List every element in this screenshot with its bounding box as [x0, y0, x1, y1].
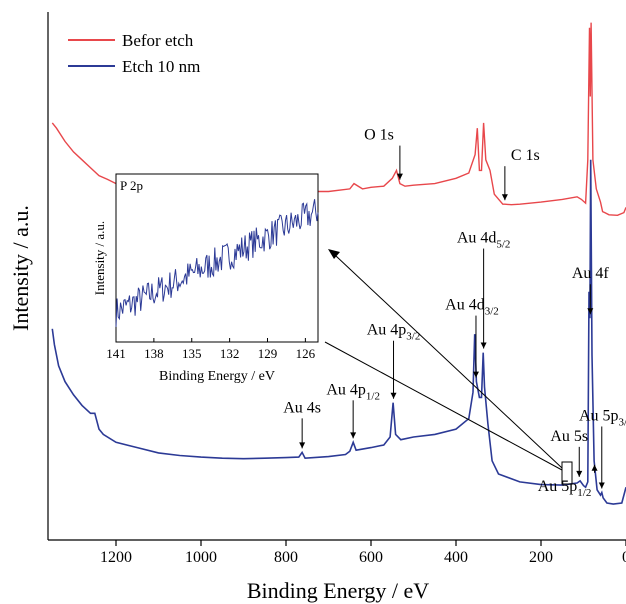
peak-label: Au 5p3/2 [579, 407, 626, 428]
zoom-region-box [561, 461, 573, 485]
peak-arrowhead [576, 470, 583, 477]
inset-tick-label: 126 [296, 346, 316, 361]
x-tick-label: 1000 [185, 549, 217, 566]
legend-label-0: Befor etch [122, 31, 194, 50]
inset-y-title: Intensity / a.u. [92, 221, 107, 295]
x-tick-label: 600 [359, 549, 383, 566]
inset-tick-label: 141 [106, 346, 126, 361]
inset-connector [324, 249, 573, 485]
peak-label: C 1s [511, 147, 540, 164]
peak-arrowhead [587, 308, 594, 315]
y-axis-title: Intensity / a.u. [8, 205, 33, 331]
peak-label: Au 5s [550, 428, 588, 445]
legend: Befor etch Etch 10 nm [68, 31, 200, 76]
peak-arrowhead [591, 464, 598, 471]
inset-tick-label: 129 [258, 346, 278, 361]
peak-label: O 1s [364, 127, 394, 144]
peak-label: Au 4f [572, 265, 610, 282]
connector-back-line [324, 341, 563, 471]
peak-arrowhead [598, 482, 605, 489]
peak-arrowhead [299, 442, 306, 449]
x-tick-label: 400 [444, 549, 468, 566]
peak-label: Au 4p3/2 [367, 322, 421, 343]
peak-label: Au 4s [283, 399, 321, 416]
legend-label-1: Etch 10 nm [122, 57, 200, 76]
x-tick-label: 800 [274, 549, 298, 566]
inset-tick-label: 132 [220, 346, 240, 361]
peak-label: Au 5p1/2 [538, 478, 592, 499]
peak-arrowhead [480, 342, 487, 349]
inset-series-line [115, 199, 319, 327]
inset-x-title: Binding Energy / eV [159, 369, 275, 384]
inset-tick-label: 135 [182, 346, 202, 361]
inset-x-ticks: 141 138 135 132 129 126 [106, 338, 316, 361]
inset-tick-label: 138 [144, 346, 164, 361]
peak-label: Au 4d3/2 [445, 297, 499, 318]
peak-arrowhead [396, 173, 403, 180]
peak-arrowhead [390, 392, 397, 399]
peak-arrowhead [501, 194, 508, 201]
x-axis-title: Binding Energy / eV [247, 578, 429, 603]
peak-arrowhead [472, 371, 479, 378]
peak-label: Au 4p1/2 [326, 381, 380, 402]
inset-chart: P 2p 141 138 135 132 129 126 Binding Energy /… [92, 173, 319, 384]
x-tick-label: 1200 [100, 549, 132, 566]
connector-arrowhead [328, 249, 340, 259]
peak-label: Au 4d5/2 [457, 230, 511, 251]
main-axes [47, 12, 626, 541]
x-ticks: 1200 1000 800 600 400 200 0 [100, 540, 626, 566]
x-tick-label: 0 [622, 549, 626, 566]
connector-arrow-line [335, 255, 563, 469]
x-tick-label: 200 [529, 549, 553, 566]
peak-annotations: O 1s C 1s Au 4s Au 4p1/2 Au 4p3/2 Au 4d3/2 Au … [283, 127, 626, 499]
inset-title: P 2p [120, 178, 143, 193]
peak-arrowhead [350, 432, 357, 439]
